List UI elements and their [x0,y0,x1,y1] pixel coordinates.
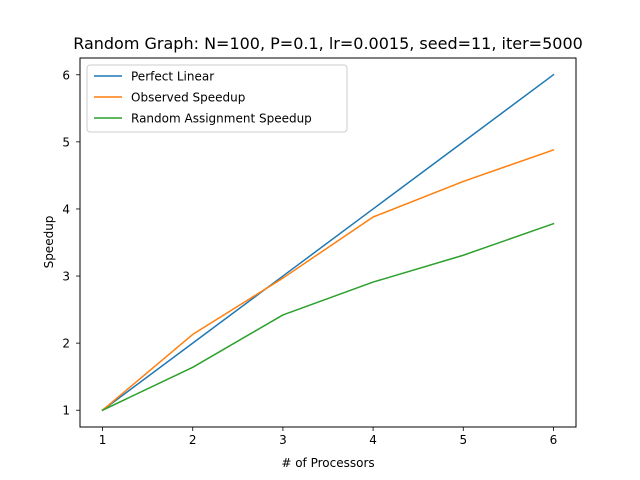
y-tick-label: 5 [62,135,70,149]
y-tick-label: 2 [62,337,70,351]
legend-label-1: Perfect Linear [131,70,214,84]
x-axis-label: # of Processors [281,456,374,470]
y-ticks: 1 2 3 4 5 6 [62,68,80,418]
legend: Perfect Linear Observed Speedup Random Ass… [86,64,348,133]
x-ticks: 1 2 3 4 5 6 [99,427,558,447]
series-line-1 [101,73,555,412]
y-tick-label: 3 [62,270,70,284]
x-tick-label: 6 [550,433,558,447]
x-tick-label: 3 [279,433,287,447]
series-layer [101,73,555,412]
series-line-2 [101,148,555,412]
x-tick-label: 2 [189,433,197,447]
series-line-3 [101,222,555,412]
y-tick-label: 4 [62,202,70,216]
legend-frame [86,64,348,133]
x-tick-label: 1 [99,433,107,447]
legend-label-3: Random Assignment Speedup [131,112,312,126]
y-axis-label: Speedup [42,216,56,269]
legend-label-2: Observed Speedup [131,91,245,105]
chart-title: Random Graph: N=100, P=0.1, lr=0.0015, s… [73,34,583,53]
y-tick-label: 6 [62,68,70,82]
y-tick-label: 1 [62,404,70,418]
x-tick-label: 5 [459,433,467,447]
x-tick-label: 4 [369,433,377,447]
axes-frame [79,57,577,428]
